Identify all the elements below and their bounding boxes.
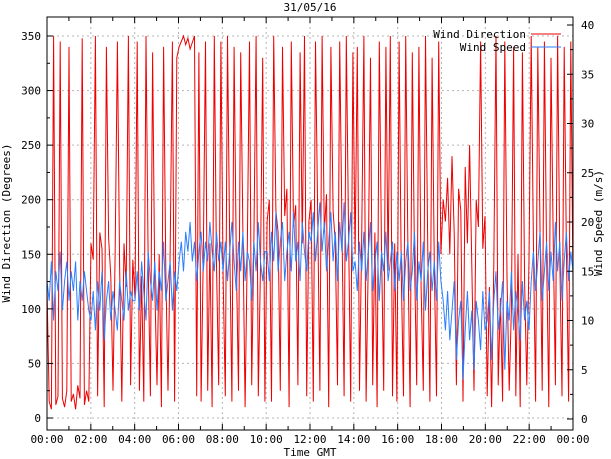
x-tick-label: 16:00	[381, 433, 414, 446]
y-right-tick-label: 15	[581, 265, 594, 278]
x-tick-label: 02:00	[74, 433, 107, 446]
y-right-tick-label: 30	[581, 118, 594, 131]
y-right-tick-label: 20	[581, 216, 594, 229]
x-tick-label: 12:00	[293, 433, 326, 446]
legend-label-wind-speed: Wind Speed	[460, 41, 526, 54]
series-line-wind-direction	[47, 34, 573, 410]
x-tick-label: 20:00	[469, 433, 502, 446]
y-left-tick-label: 50	[28, 357, 41, 370]
chart-title: 31/05/16	[284, 1, 337, 14]
y-right-tick-label: 5	[581, 364, 588, 377]
x-tick-label: 10:00	[250, 433, 283, 446]
tick-labels: 00:00 02:00 04:00 06:00 08:00 10:00 12:00 14:00…	[21, 19, 594, 446]
y-right-tick-label: 35	[581, 68, 594, 81]
series-lines	[47, 34, 573, 410]
y-left-axis-title: Wind Direction (Degrees)	[0, 144, 13, 303]
x-tick-label: 22:00	[513, 433, 546, 446]
x-tick-label: 06:00	[162, 433, 195, 446]
y-left-tick-label: 350	[21, 30, 41, 43]
y-left-tick-label: 150	[21, 248, 41, 261]
x-tick-label: 14:00	[337, 433, 370, 446]
y-left-tick-label: 200	[21, 194, 41, 207]
x-tick-label: 04:00	[118, 433, 151, 446]
y-right-tick-label: 25	[581, 167, 594, 180]
x-tick-label: 08:00	[206, 433, 239, 446]
y-right-tick-label: 10	[581, 315, 594, 328]
y-left-tick-label: 0	[34, 412, 41, 425]
legend: Wind Direction Wind Speed	[433, 28, 561, 54]
y-right-tick-label: 0	[581, 413, 588, 426]
legend-label-wind-direction: Wind Direction	[433, 28, 526, 41]
x-tick-label: 00:00	[556, 433, 589, 446]
y-left-tick-label: 250	[21, 139, 41, 152]
x-tick-label: 18:00	[425, 433, 458, 446]
x-axis-title: Time GMT	[284, 446, 337, 459]
tick-marks	[46, 17, 574, 430]
y-right-axis-title: Wind Speed (m/s)	[592, 170, 605, 276]
series-line-wind-speed	[47, 202, 573, 380]
x-tick-label: 00:00	[30, 433, 63, 446]
y-left-tick-label: 300	[21, 85, 41, 98]
y-right-tick-label: 40	[581, 19, 594, 32]
y-left-tick-label: 100	[21, 303, 41, 316]
